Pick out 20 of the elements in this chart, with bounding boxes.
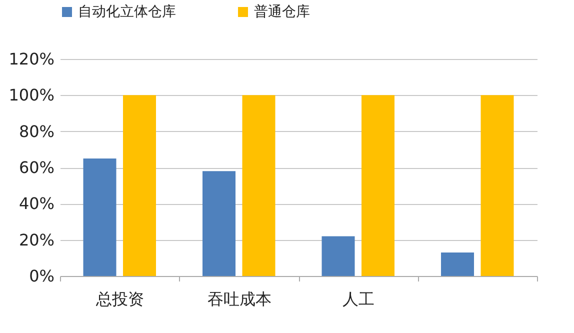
y-tick-label: 20% <box>18 230 54 250</box>
y-tick-label: 80% <box>18 122 54 141</box>
legend-label: 自动化立体仓库 <box>78 4 176 20</box>
x-tick-label: 吞吐成本 <box>207 290 272 308</box>
bar <box>202 171 236 276</box>
y-tick-label: 40% <box>18 194 54 214</box>
legend-label: 普通仓库 <box>254 3 310 20</box>
bar <box>83 158 116 276</box>
y-tick-label: 100% <box>8 86 54 105</box>
y-tick-label: 120% <box>8 50 54 68</box>
bar <box>242 95 276 276</box>
bar <box>480 95 514 276</box>
y-tick-label: 0% <box>29 266 54 286</box>
x-tick-label: 人工 <box>342 290 375 308</box>
y-tick-label: 60% <box>18 158 54 177</box>
bar <box>362 95 394 276</box>
x-tick-label: 总投资 <box>95 290 144 308</box>
bar <box>322 236 355 276</box>
bar <box>441 252 474 276</box>
bar <box>123 95 156 276</box>
